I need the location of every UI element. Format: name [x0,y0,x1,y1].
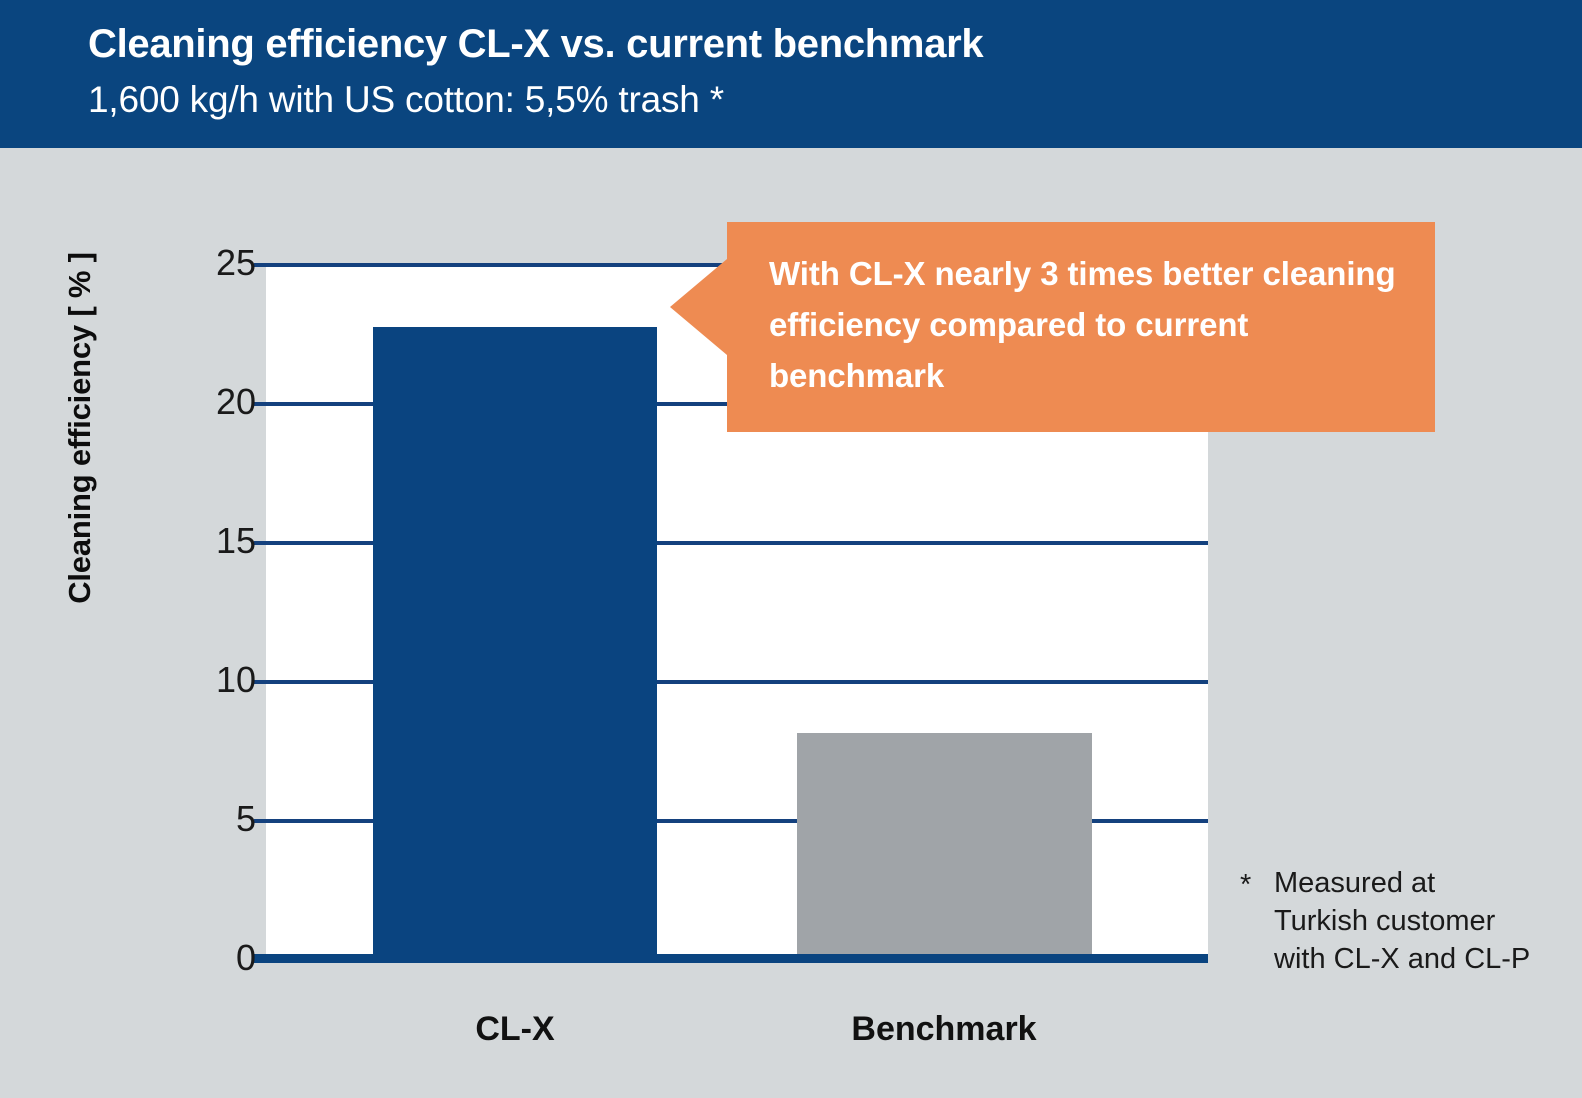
y-tick-label-15: 15 [215,520,256,561]
x-tick-label-benchmark: Benchmark [851,1010,1037,1048]
chart-area: Cleaning efficiency [ % ] 25 20 15 10 5 … [0,148,1582,1098]
footnote-line-1: Measured at [1274,867,1436,899]
callout-text: With CL-X nearly 3 times better cleaning… [769,255,1396,394]
footnote-line-3: with CL-X and CL-P [1274,943,1531,975]
footnote-marker: * [1240,869,1252,901]
y-tick-label-25: 25 [215,242,256,283]
header-band: Cleaning efficiency CL-X vs. current ben… [0,0,1582,148]
tick-15 [254,541,266,545]
y-tick-label-5: 5 [235,798,256,839]
y-tick-label-0: 0 [235,937,256,978]
bar-clx [373,326,657,958]
callout-box: With CL-X nearly 3 times better cleaning… [727,222,1435,432]
tick-25 [254,263,266,267]
bar-benchmark [797,732,1092,958]
gridline-15 [254,541,1208,545]
gridline-5 [254,819,1208,823]
tick-20 [254,402,266,406]
page-subtitle: 1,600 kg/h with US cotton: 5,5% trash * [88,79,724,120]
y-tick-label-20: 20 [215,381,256,422]
tick-10 [254,680,266,684]
footnote: * Measured at Turkish customer with CL-X… [1240,864,1570,978]
y-axis-label: Cleaning efficiency [ % ] [62,252,97,604]
axis-baseline [254,954,1208,963]
tick-5 [254,819,266,823]
page-title: Cleaning efficiency CL-X vs. current ben… [88,22,984,66]
gridline-10 [254,680,1208,684]
y-tick-label-10: 10 [215,659,256,700]
footnote-line-2: Turkish customer [1274,905,1496,937]
x-tick-label-clx: CL-X [475,1010,555,1048]
callout-arrow [670,259,727,355]
